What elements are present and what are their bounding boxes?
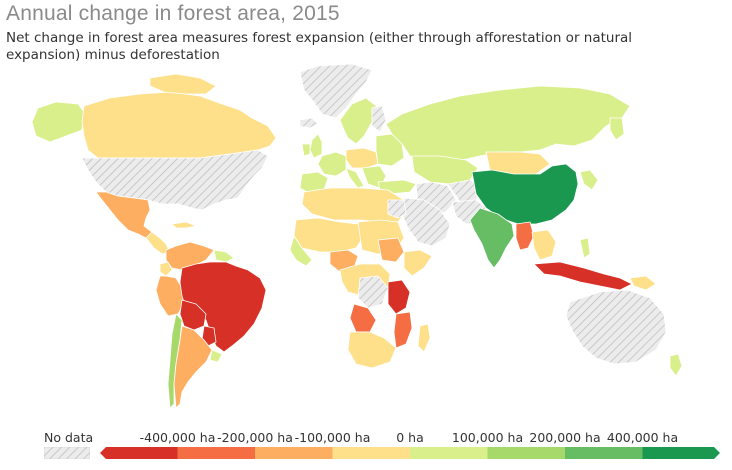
country-india[interactable] <box>469 207 515 269</box>
country-italy[interactable] <box>345 167 365 189</box>
country-iceland[interactable] <box>299 117 319 129</box>
legend-no-data-label: No data <box>44 430 94 445</box>
country-bolivia[interactable] <box>179 299 207 331</box>
legend-tick-label: -400,000 ha <box>139 430 216 445</box>
country-se-asia[interactable] <box>531 229 557 261</box>
country-philippines[interactable] <box>579 237 591 259</box>
country-korea-japan[interactable] <box>579 169 599 191</box>
chart-title: Annual change in forest area, 2015 <box>6 2 340 25</box>
country-mexico[interactable] <box>95 191 153 239</box>
legend-bin-3 <box>332 447 410 459</box>
country-central-america[interactable] <box>145 231 171 255</box>
legend-color-bar <box>100 447 720 459</box>
legend-bin-4 <box>410 447 488 459</box>
legend-tick-label: 200,000 ha <box>529 430 601 445</box>
country-greenland[interactable] <box>299 64 373 119</box>
country-guianas[interactable] <box>213 249 235 263</box>
country-indonesia[interactable] <box>533 261 633 291</box>
country-new-zealand[interactable] <box>669 353 683 377</box>
country-arabia[interactable] <box>401 197 451 247</box>
country-drc[interactable] <box>357 275 389 309</box>
country-uk[interactable] <box>309 133 323 159</box>
country-angola[interactable] <box>349 303 377 333</box>
country-png[interactable] <box>629 275 657 291</box>
legend-tick-label: -200,000 ha <box>217 430 293 445</box>
legend-tick-label: -100,000 ha <box>294 430 371 445</box>
country-ecuador[interactable] <box>159 261 173 277</box>
country-tanzania[interactable] <box>387 279 411 315</box>
legend-bin-1 <box>177 447 255 459</box>
legend-no-data-swatch <box>44 447 90 459</box>
country-egypt[interactable] <box>387 199 407 219</box>
country-sahel-west[interactable] <box>293 217 365 253</box>
country-west-coast[interactable] <box>289 235 313 267</box>
country-paraguay[interactable] <box>201 325 217 347</box>
country-finland[interactable] <box>371 105 387 133</box>
country-kazakhstan[interactable] <box>411 155 479 185</box>
country-scandinavia[interactable] <box>339 97 377 145</box>
country-argentina[interactable] <box>173 325 213 409</box>
legend-bin-2 <box>255 447 333 459</box>
country-central-europe[interactable] <box>345 147 379 169</box>
country-australia[interactable] <box>565 289 667 365</box>
legend-bin-7 <box>642 447 720 459</box>
legend-bin-0 <box>100 447 178 459</box>
country-madagascar[interactable] <box>417 323 431 353</box>
country-horn-africa[interactable] <box>403 249 433 277</box>
country-southern-africa[interactable] <box>347 331 397 369</box>
legend-bin-5 <box>487 447 565 459</box>
country-ireland[interactable] <box>301 143 311 157</box>
country-myanmar[interactable] <box>515 221 535 251</box>
chart-subtitle: Net change in forest area measures fores… <box>6 30 633 63</box>
country-alaska[interactable] <box>31 101 85 143</box>
country-france-benelux[interactable] <box>317 151 347 177</box>
country-caribbean[interactable] <box>171 221 197 229</box>
legend-tick-label: 100,000 ha <box>451 430 524 445</box>
country-arctic-islands[interactable] <box>149 73 217 95</box>
country-sudan[interactable] <box>377 237 405 263</box>
legend-bin-6 <box>565 447 643 459</box>
country-canada[interactable] <box>81 91 277 159</box>
country-kamchatka[interactable] <box>609 117 625 141</box>
world-map <box>31 64 683 409</box>
legend-tick-label: 400,000 ha <box>606 430 679 445</box>
country-mozambique[interactable] <box>393 311 413 349</box>
country-uruguay[interactable] <box>209 349 223 363</box>
legend-tick-label: 0 ha <box>396 430 424 445</box>
